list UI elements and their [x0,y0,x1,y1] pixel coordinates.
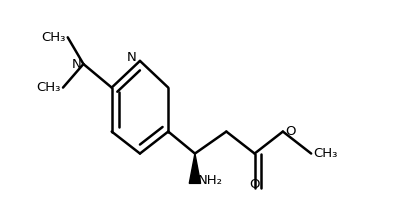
Polygon shape [189,154,200,183]
Text: NH₂: NH₂ [198,173,223,187]
Text: CH₃: CH₃ [314,147,338,160]
Text: CH₃: CH₃ [41,31,66,44]
Text: O: O [285,125,296,138]
Text: N: N [72,57,81,71]
Text: N: N [127,51,137,64]
Text: CH₃: CH₃ [36,81,61,94]
Text: O: O [249,178,260,191]
